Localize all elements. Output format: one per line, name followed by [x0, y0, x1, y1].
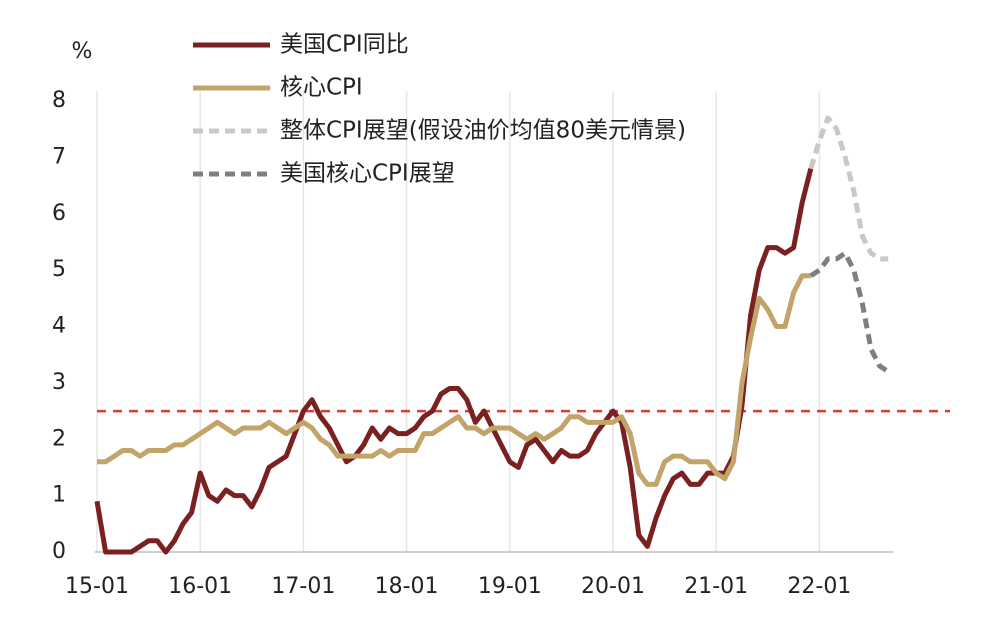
series-line: [809, 250, 890, 374]
legend-label: 整体CPI展望(假设油价均值80美元情景): [280, 118, 686, 144]
legend-label: 美国CPI同比: [280, 32, 409, 58]
series-line: [97, 273, 811, 487]
x-tick-label: 17-01: [271, 574, 335, 599]
x-tick-label: 18-01: [375, 574, 439, 599]
x-tick-label: 20-01: [581, 574, 645, 599]
x-tick-label: 19-01: [478, 574, 542, 599]
y-tick-label: 5: [52, 257, 66, 282]
y-tick-label: 8: [52, 88, 66, 113]
x-tick-label: 22-01: [787, 574, 851, 599]
y-tick-label: 6: [52, 201, 66, 226]
y-tick-label: 3: [52, 370, 66, 395]
series-line: [94, 168, 814, 555]
y-axis-label: %: [72, 39, 93, 64]
x-tick-label: 15-01: [65, 574, 129, 599]
y-tick-label: 2: [52, 426, 66, 451]
y-tick-label: 0: [52, 539, 66, 564]
y-tick-label: 1: [52, 483, 66, 508]
legend-label: 核心CPI: [280, 75, 363, 101]
series-line: [808, 115, 889, 262]
y-tick-label: 4: [52, 314, 66, 339]
y-tick-label: 7: [52, 144, 66, 169]
legend-label: 美国核心CPI展望: [280, 161, 455, 187]
x-tick-label: 21-01: [684, 574, 748, 599]
x-tick-label: 16-01: [168, 574, 232, 599]
